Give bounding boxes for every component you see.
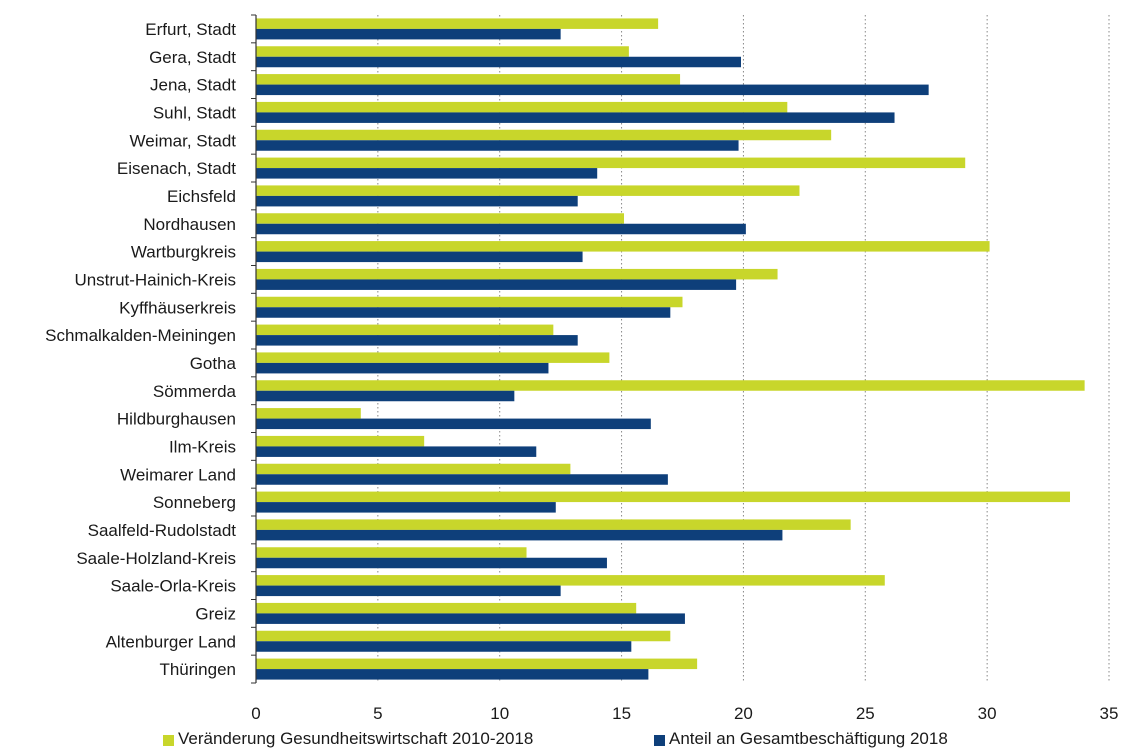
bar-veraenderung-9	[256, 269, 778, 280]
bar-anteil-19	[256, 558, 607, 569]
bar-anteil-15	[256, 446, 536, 457]
bar-anteil-3	[256, 112, 895, 123]
category-label: Weimarer Land	[120, 465, 236, 484]
legend-swatch-veraenderung	[163, 735, 174, 746]
x-tick-labels: 0 5 10 15 20 25 30 35	[251, 704, 1118, 723]
legend-label-anteil: Anteil an Gesamtbeschäftigung 2018	[669, 729, 948, 749]
x-tick-label: 35	[1100, 704, 1119, 723]
bar-veraenderung-17	[256, 492, 1070, 503]
bar-veraenderung-6	[256, 185, 799, 196]
bar-anteil-6	[256, 196, 578, 207]
bar-anteil-21	[256, 613, 685, 624]
bar-anteil-9	[256, 279, 736, 290]
bar-anteil-1	[256, 57, 741, 68]
bars	[256, 18, 1085, 679]
category-label: Weimar, Stadt	[130, 131, 237, 150]
bar-anteil-0	[256, 29, 561, 39]
x-tick-label: 25	[856, 704, 875, 723]
bar-veraenderung-21	[256, 603, 636, 614]
category-label: Nordhausen	[143, 215, 236, 234]
legend-item-veraenderung: Veränderung Gesundheitswirtschaft 2010-2…	[163, 729, 533, 749]
bar-veraenderung-10	[256, 297, 683, 308]
bar-anteil-2	[256, 85, 929, 96]
bar-veraenderung-23	[256, 659, 697, 670]
bar-veraenderung-15	[256, 436, 424, 447]
category-label: Sonneberg	[153, 493, 236, 512]
bar-veraenderung-4	[256, 130, 831, 141]
category-label: Unstrut-Hainich-Kreis	[74, 270, 236, 289]
bar-anteil-14	[256, 419, 651, 430]
category-label: Ilm-Kreis	[169, 437, 236, 456]
bar-anteil-22	[256, 641, 631, 652]
category-labels: Erfurt, Stadt Gera, Stadt Jena, Stadt Suhl,…	[45, 20, 236, 679]
category-label: Gotha	[190, 354, 237, 373]
bar-veraenderung-12	[256, 352, 609, 363]
bar-anteil-10	[256, 307, 670, 318]
bar-anteil-8	[256, 252, 583, 262]
category-label: Hildburghausen	[117, 410, 236, 429]
category-label: Suhl, Stadt	[153, 103, 236, 122]
bar-veraenderung-20	[256, 575, 885, 586]
bar-veraenderung-11	[256, 325, 553, 336]
axes	[251, 15, 256, 683]
category-label: Saalfeld-Rudolstadt	[88, 521, 237, 540]
bar-veraenderung-19	[256, 547, 527, 558]
bar-veraenderung-16	[256, 464, 570, 475]
x-tick-label: 15	[612, 704, 631, 723]
category-label: Thüringen	[159, 660, 236, 679]
bar-anteil-4	[256, 140, 739, 151]
x-tick-label: 20	[734, 704, 753, 723]
legend-item-anteil: Anteil an Gesamtbeschäftigung 2018	[654, 729, 948, 749]
bar-anteil-5	[256, 168, 597, 179]
x-tick-label: 10	[490, 704, 509, 723]
bar-veraenderung-1	[256, 46, 629, 57]
bar-veraenderung-0	[256, 18, 658, 29]
x-tick-label: 30	[978, 704, 997, 723]
bar-veraenderung-2	[256, 74, 680, 85]
bar-anteil-7	[256, 224, 746, 235]
category-label: Wartburgkreis	[131, 243, 236, 262]
category-label: Schmalkalden-Meiningen	[45, 326, 236, 345]
bar-anteil-23	[256, 669, 648, 680]
bar-veraenderung-7	[256, 213, 624, 224]
category-label: Jena, Stadt	[150, 76, 236, 95]
category-label: Greiz	[195, 604, 236, 623]
x-tick-label: 0	[251, 704, 260, 723]
category-label: Eichsfeld	[167, 187, 236, 206]
legend-swatch-anteil	[654, 735, 665, 746]
bar-anteil-20	[256, 586, 561, 597]
bar-anteil-12	[256, 363, 548, 374]
legend: Veränderung Gesundheitswirtschaft 2010-2…	[0, 729, 1121, 751]
category-label: Altenburger Land	[106, 632, 236, 651]
category-label: Saale-Orla-Kreis	[110, 577, 236, 596]
bar-veraenderung-14	[256, 408, 361, 419]
bar-anteil-18	[256, 530, 782, 541]
bar-veraenderung-18	[256, 519, 851, 530]
bar-veraenderung-22	[256, 631, 670, 642]
legend-label-veraenderung: Veränderung Gesundheitswirtschaft 2010-2…	[178, 729, 533, 749]
bar-anteil-17	[256, 502, 556, 513]
category-label: Saale-Holzland-Kreis	[76, 549, 236, 568]
bar-veraenderung-13	[256, 380, 1085, 391]
x-tick-label: 5	[373, 704, 382, 723]
category-label: Eisenach, Stadt	[117, 159, 236, 178]
bar-veraenderung-3	[256, 102, 787, 113]
category-label: Sömmerda	[153, 382, 237, 401]
bar-veraenderung-5	[256, 158, 965, 169]
category-label: Gera, Stadt	[149, 48, 236, 67]
bar-anteil-11	[256, 335, 578, 346]
bar-veraenderung-8	[256, 241, 990, 252]
bar-anteil-13	[256, 391, 514, 402]
category-label: Kyffhäuserkreis	[119, 298, 236, 317]
bar-anteil-16	[256, 474, 668, 485]
category-label: Erfurt, Stadt	[145, 20, 236, 39]
